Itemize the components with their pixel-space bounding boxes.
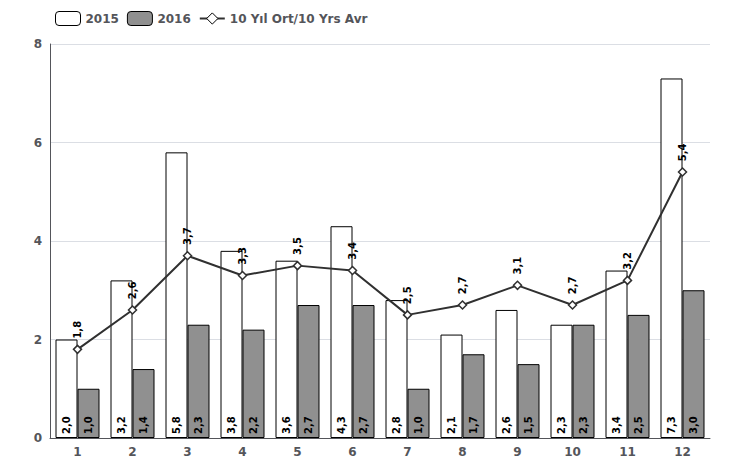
svg-text:3,3: 3,3 xyxy=(237,247,248,265)
svg-text:6: 6 xyxy=(34,136,42,150)
svg-text:12: 12 xyxy=(674,445,691,459)
svg-text:3,8: 3,8 xyxy=(226,416,237,434)
svg-text:1,4: 1,4 xyxy=(138,416,149,434)
svg-text:4: 4 xyxy=(34,234,42,248)
svg-text:3,2: 3,2 xyxy=(622,252,633,270)
svg-text:3,0: 3,0 xyxy=(688,416,699,434)
svg-text:2016: 2016 xyxy=(157,12,190,26)
svg-text:3,5: 3,5 xyxy=(292,237,303,255)
svg-text:0: 0 xyxy=(34,431,42,445)
svg-text:2,2: 2,2 xyxy=(248,416,259,434)
svg-text:3,2: 3,2 xyxy=(116,416,127,434)
svg-text:2,7: 2,7 xyxy=(303,416,314,434)
svg-text:3,4: 3,4 xyxy=(347,242,358,260)
svg-text:2,1: 2,1 xyxy=(446,416,457,434)
svg-text:5,8: 5,8 xyxy=(171,416,182,434)
svg-text:5: 5 xyxy=(293,445,301,459)
svg-text:1,5: 1,5 xyxy=(523,416,534,434)
svg-text:5,4: 5,4 xyxy=(677,144,688,162)
svg-text:8: 8 xyxy=(458,445,466,459)
svg-text:7,3: 7,3 xyxy=(666,416,677,434)
svg-text:3,1: 3,1 xyxy=(512,257,523,275)
svg-text:2015: 2015 xyxy=(86,12,119,26)
svg-text:10: 10 xyxy=(564,445,581,459)
svg-text:2,8: 2,8 xyxy=(391,416,402,434)
svg-text:2,3: 2,3 xyxy=(193,416,204,434)
svg-text:2,7: 2,7 xyxy=(567,277,578,295)
svg-text:2,5: 2,5 xyxy=(402,286,413,304)
svg-text:2: 2 xyxy=(34,333,42,347)
svg-text:2: 2 xyxy=(128,445,136,459)
svg-text:3,7: 3,7 xyxy=(182,227,193,245)
svg-text:2,7: 2,7 xyxy=(457,277,468,295)
svg-text:1: 1 xyxy=(73,445,81,459)
svg-text:1,0: 1,0 xyxy=(413,416,424,434)
svg-text:9: 9 xyxy=(513,445,521,459)
svg-text:2,7: 2,7 xyxy=(358,416,369,434)
svg-text:2,3: 2,3 xyxy=(578,416,589,434)
svg-text:6: 6 xyxy=(348,445,356,459)
svg-text:7: 7 xyxy=(403,445,411,459)
svg-text:8: 8 xyxy=(34,37,42,51)
svg-text:1,8: 1,8 xyxy=(72,321,83,339)
svg-text:1,0: 1,0 xyxy=(83,416,94,434)
svg-text:3,6: 3,6 xyxy=(281,416,292,434)
svg-text:2,3: 2,3 xyxy=(556,416,567,434)
svg-text:11: 11 xyxy=(619,445,636,459)
svg-text:2,6: 2,6 xyxy=(127,281,138,299)
svg-text:10 Yıl Ort/10 Yrs Avr: 10 Yıl Ort/10 Yrs Avr xyxy=(230,12,368,26)
svg-text:4,3: 4,3 xyxy=(336,416,347,434)
svg-text:2,0: 2,0 xyxy=(61,416,72,434)
svg-text:3,4: 3,4 xyxy=(611,416,622,434)
svg-text:3: 3 xyxy=(183,445,191,459)
svg-text:1,7: 1,7 xyxy=(468,416,479,434)
svg-text:2,5: 2,5 xyxy=(633,416,644,434)
svg-text:4: 4 xyxy=(238,445,246,459)
svg-text:2,6: 2,6 xyxy=(501,416,512,434)
